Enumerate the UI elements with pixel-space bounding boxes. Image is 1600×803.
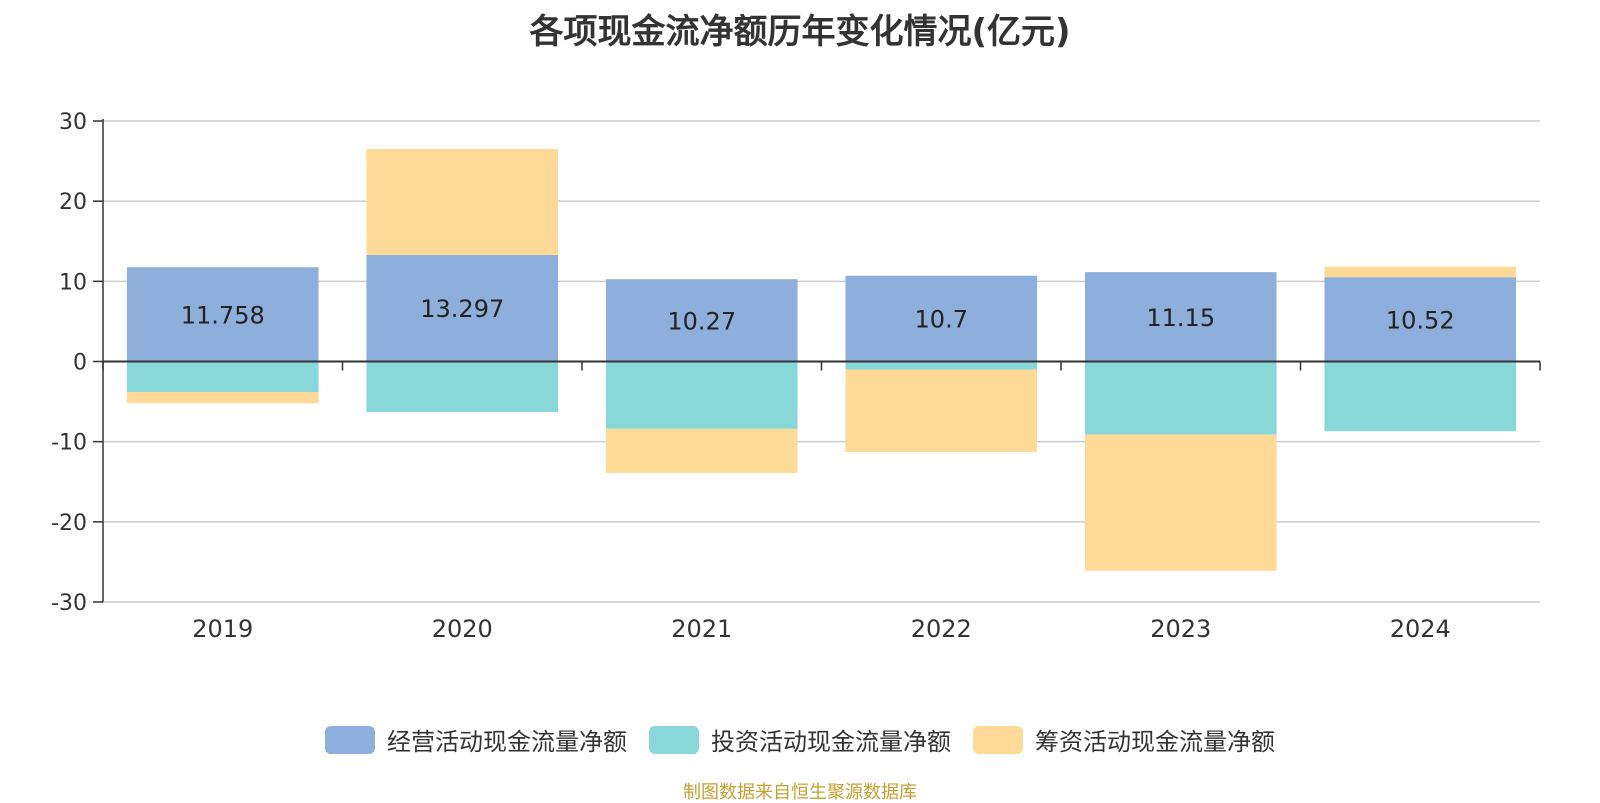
bar-investing <box>366 361 559 413</box>
y-tick-label: 30 <box>59 110 87 135</box>
data-label: 11.758 <box>181 301 265 329</box>
bar-investing <box>605 361 798 429</box>
legend-item-financing[interactable]: 筹资活动现金流量净额 <box>973 722 1275 757</box>
legend-label-operating: 经营活动现金流量净额 <box>387 728 627 756</box>
bar-operating <box>126 267 319 362</box>
data-label: 11.15 <box>1146 304 1215 332</box>
bar-operating <box>1084 272 1277 362</box>
bar-financing <box>1324 266 1517 278</box>
bar-operating <box>605 279 798 362</box>
data-label: 10.27 <box>667 307 736 335</box>
legend-item-operating[interactable]: 经营活动现金流量净额 <box>325 722 627 757</box>
y-tick-label: 20 <box>59 190 87 215</box>
bar-financing <box>366 149 559 255</box>
legend-swatch-financing <box>973 725 1023 754</box>
y-tick-label: -30 <box>51 591 87 616</box>
legend-swatch-operating <box>325 725 375 754</box>
legend: 经营活动现金流量净额 投资活动现金流量净额 筹资活动现金流量净额 <box>0 722 1600 757</box>
bar-investing <box>126 361 319 392</box>
bar-investing <box>1084 361 1277 435</box>
axes: 30 20 10 0 -10 -20 -30 2019 2020 2021 2022 2023 2024 <box>51 110 1541 643</box>
legend-label-investing: 投资活动现金流量净额 <box>711 728 951 756</box>
bar-operating <box>1324 277 1517 362</box>
data-label: 10.52 <box>1386 306 1455 334</box>
y-tick-label: -10 <box>51 431 87 456</box>
bar-financing <box>605 428 798 473</box>
x-tick-label: 2024 <box>1390 615 1451 643</box>
data-label: 10.7 <box>915 306 968 334</box>
bar-operating <box>366 254 559 362</box>
x-tick-label: 2020 <box>432 615 493 643</box>
data-labels: 11.758 13.297 10.27 10.7 11.15 10.52 <box>181 295 1455 335</box>
bar-financing <box>1084 434 1277 571</box>
grid-lines <box>103 120 1540 603</box>
chart-title: 各项现金流净额历年变化情况(亿元) <box>529 12 1071 52</box>
x-tick-label: 2019 <box>192 615 253 643</box>
bar-investing <box>845 361 1038 370</box>
source-note: 制图数据来自恒生聚源数据库 <box>683 782 917 803</box>
bars <box>126 149 1517 571</box>
x-tick-label: 2022 <box>911 615 972 643</box>
y-tick-label: 10 <box>59 270 87 295</box>
x-tick-label: 2023 <box>1150 615 1211 643</box>
y-tick-label: 0 <box>73 351 87 376</box>
bar-financing <box>845 369 1038 453</box>
bar-financing <box>126 391 319 404</box>
data-label: 13.297 <box>420 295 504 323</box>
x-tick-label: 2021 <box>671 615 732 643</box>
legend-swatch-investing <box>649 725 699 754</box>
y-tick-label: -20 <box>51 511 87 536</box>
legend-label-financing: 筹资活动现金流量净额 <box>1035 728 1275 756</box>
bar-investing <box>1324 361 1517 432</box>
legend-item-investing[interactable]: 投资活动现金流量净额 <box>649 722 951 757</box>
bar-operating <box>845 275 1038 362</box>
